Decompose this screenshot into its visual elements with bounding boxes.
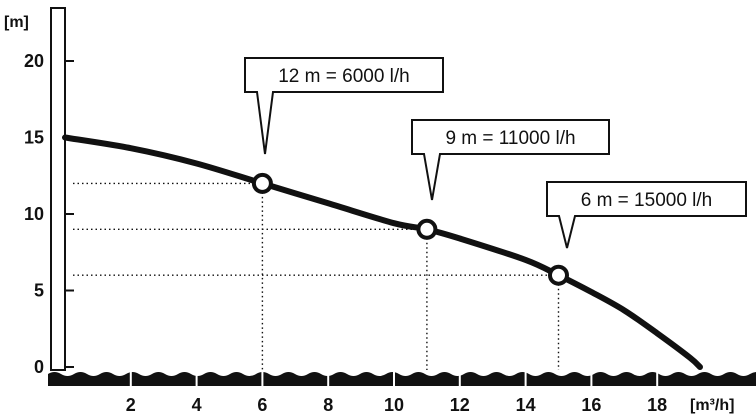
callout-box: [411, 119, 610, 201]
x-tick-label: 16: [581, 395, 601, 415]
pump-curve-line: [62, 134, 703, 370]
callouts: 12 m = 6000 l/h 9 m = 11000 l/h 6 m = 1500…: [244, 57, 747, 249]
axes: [m] [m³/h]: [4, 7, 756, 414]
y-ticks: 0 5 10 15 20: [24, 51, 74, 377]
ground-band: [48, 372, 756, 386]
x-tick-label: 4: [192, 395, 202, 415]
curve-point: [548, 264, 569, 286]
callout-box: [244, 57, 444, 155]
callout-box: [546, 181, 747, 249]
y-tick-label: 5: [34, 281, 44, 301]
curve-points: [251, 172, 569, 286]
x-tick-label: 2: [126, 395, 136, 415]
x-tick-label: 12: [450, 395, 470, 415]
x-ticks: 2 4 6 8 10 12 14 16 18: [126, 372, 667, 415]
y-axis-label: [m]: [4, 14, 29, 31]
x-tick-label: 10: [384, 395, 404, 415]
x-tick-label: 6: [257, 395, 267, 415]
y-tick-label: 10: [24, 204, 44, 224]
callout-label: 12 m = 6000 l/h: [278, 66, 410, 87]
y-tick-label: 0: [34, 357, 44, 377]
x-tick-label: 8: [323, 395, 333, 415]
curve-point: [251, 172, 273, 194]
x-axis-label: [m³/h]: [690, 397, 734, 414]
x-tick-label: 14: [516, 395, 536, 415]
callout-label: 9 m = 11000 l/h: [445, 128, 575, 149]
x-tick-label: 18: [647, 395, 667, 415]
y-tick-label: 20: [24, 51, 44, 71]
y-tick-label: 15: [24, 128, 44, 148]
guide-lines: [73, 182, 560, 370]
callout-label: 6 m = 15000 l/h: [581, 190, 713, 211]
curve-point: [416, 218, 438, 240]
y-axis-frame: [50, 7, 66, 371]
